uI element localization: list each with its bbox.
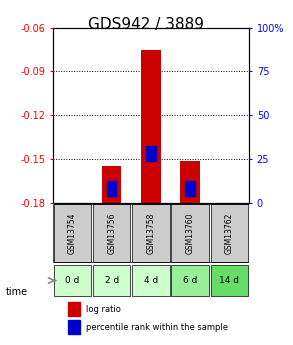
Text: 0 d: 0 d [65, 276, 80, 285]
Text: percentile rank within the sample: percentile rank within the sample [86, 323, 228, 332]
Text: 2 d: 2 d [105, 276, 119, 285]
Text: 4 d: 4 d [144, 276, 158, 285]
FancyBboxPatch shape [54, 204, 91, 262]
Text: GSM13760: GSM13760 [186, 212, 195, 254]
Text: GDS942 / 3889: GDS942 / 3889 [88, 17, 205, 32]
Bar [141, 50, 161, 203]
FancyBboxPatch shape [211, 204, 248, 262]
FancyBboxPatch shape [54, 265, 91, 296]
FancyBboxPatch shape [132, 265, 170, 296]
Bar [146, 146, 156, 161]
Bar [180, 160, 200, 203]
Text: GSM13762: GSM13762 [225, 212, 234, 254]
FancyBboxPatch shape [132, 204, 170, 262]
Bar [69, 320, 80, 334]
Text: 14 d: 14 d [219, 276, 239, 285]
FancyBboxPatch shape [171, 265, 209, 296]
Bar [107, 181, 116, 196]
Text: GSM13756: GSM13756 [107, 212, 116, 254]
Text: 6 d: 6 d [183, 276, 197, 285]
Text: GSM13758: GSM13758 [146, 212, 155, 254]
Bar [102, 166, 121, 203]
Text: time: time [6, 287, 28, 296]
FancyBboxPatch shape [211, 265, 248, 296]
Bar [185, 181, 195, 196]
FancyBboxPatch shape [93, 204, 130, 262]
FancyBboxPatch shape [171, 204, 209, 262]
Text: GSM13754: GSM13754 [68, 212, 77, 254]
Text: log ratio: log ratio [86, 305, 121, 314]
Bar [69, 302, 80, 316]
FancyBboxPatch shape [93, 265, 130, 296]
